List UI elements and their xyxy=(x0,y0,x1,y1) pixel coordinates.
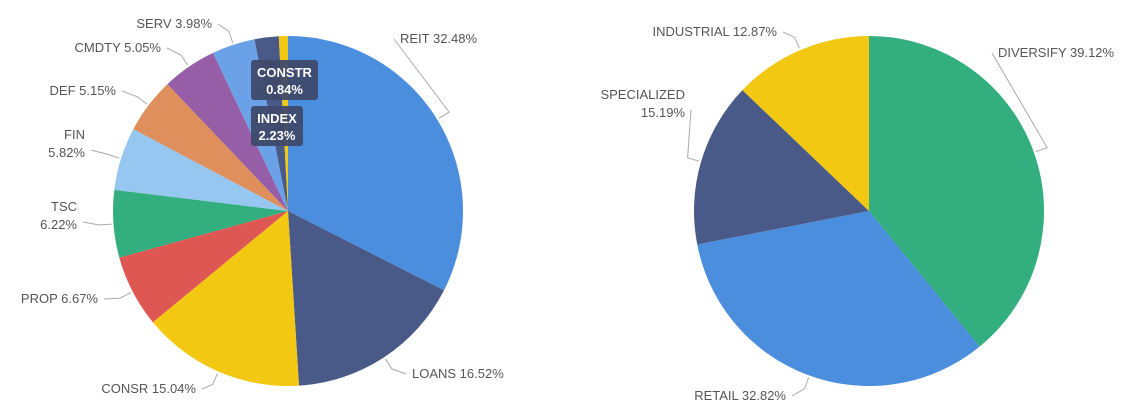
pie-slice-loans[interactable] xyxy=(288,211,445,386)
callout-value-index: 2.23% xyxy=(259,128,296,143)
leader-line-specialized xyxy=(687,109,700,162)
leader-line-cmdty xyxy=(166,47,189,66)
data-label-diversify: DIVERSIFY 39.12% xyxy=(998,45,1115,60)
pie-chart-sectors: REIT 32.48% LOANS 16.52% CONSR 15.04% PROP … xyxy=(21,16,504,396)
pie-slice-specialized[interactable] xyxy=(693,90,869,245)
pie-slice-cmdty[interactable] xyxy=(167,52,288,211)
leader-line-serv xyxy=(217,23,234,44)
pie-chart-property-types: DIVERSIFY 39.12% RETAIL 32.82% SPECIALIZED… xyxy=(600,24,1114,403)
callout-index: INDEX 2.23% xyxy=(251,106,303,146)
leader-line-loans xyxy=(384,358,407,375)
leader-line-tsc xyxy=(82,221,112,226)
data-label-serv: SERV 3.98% xyxy=(136,16,212,31)
leader-line-retail xyxy=(791,377,810,397)
pie-slice-def[interactable] xyxy=(133,84,288,211)
callout-value-constr: 0.84% xyxy=(266,82,303,97)
leader-line-reit xyxy=(393,38,450,119)
pie-slice-prop[interactable] xyxy=(119,211,288,323)
data-label-cmdty: CMDTY 5.05% xyxy=(75,40,162,55)
leader-line-industrial xyxy=(782,31,800,49)
leader-line-diversify xyxy=(991,52,1048,153)
pie-slice-fin[interactable] xyxy=(114,129,288,211)
callout-constr: CONSTR 0.84% xyxy=(251,60,318,100)
data-label-fin: FIN 5.82% xyxy=(48,127,85,160)
callout-box-constr xyxy=(251,60,318,100)
pie-slice-diversify[interactable] xyxy=(869,36,1045,347)
data-label-retail: RETAIL 32.82% xyxy=(694,388,786,403)
data-label-loans: LOANS 16.52% xyxy=(412,366,504,381)
pie-slice-reit[interactable] xyxy=(288,36,464,291)
pie-slice-tsc[interactable] xyxy=(113,189,288,258)
data-label-consr: CONSR 15.04% xyxy=(101,381,196,396)
pie-slice-industrial[interactable] xyxy=(742,36,869,211)
data-label-industrial: INDUSTRIAL 12.87% xyxy=(652,24,777,39)
leader-line-prop xyxy=(103,292,132,300)
data-label-tsc: TSC 6.22% xyxy=(40,199,77,232)
callout-box-index xyxy=(251,106,303,146)
data-label-specialized: SPECIALIZED 15.19% xyxy=(600,87,685,120)
pie-slice-retail[interactable] xyxy=(697,211,980,387)
leader-line-consr xyxy=(201,373,218,390)
data-label-prop: PROP 6.67% xyxy=(21,291,99,306)
leader-line-def xyxy=(121,90,148,105)
callout-label-index: INDEX xyxy=(257,111,297,126)
pie-slice-serv[interactable] xyxy=(212,39,288,211)
pie-slice-consr[interactable] xyxy=(152,211,299,386)
data-label-reit: REIT 32.48% xyxy=(400,31,478,46)
callout-label-constr: CONSTR xyxy=(257,65,313,80)
data-label-def: DEF 5.15% xyxy=(50,83,117,98)
leader-line-fin xyxy=(90,149,120,159)
